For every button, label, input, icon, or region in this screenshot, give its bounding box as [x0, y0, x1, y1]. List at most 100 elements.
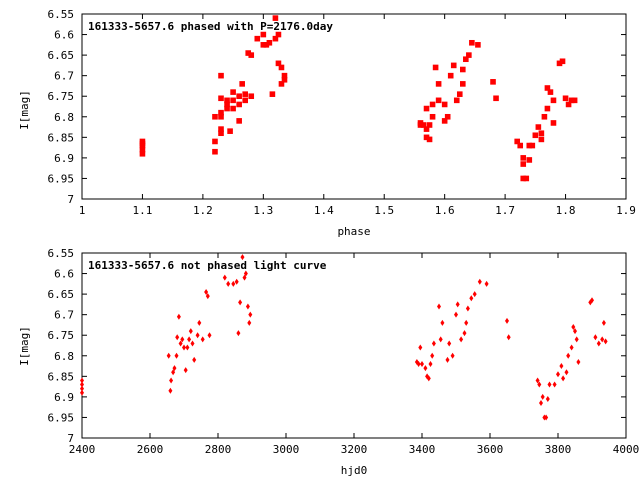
unphased-data-point [464, 319, 469, 326]
unphased-data-point [540, 393, 545, 400]
phased-data-point [230, 97, 236, 104]
phased-data-point [475, 42, 481, 48]
unphased-data-point [573, 328, 577, 335]
unphased-data-point [418, 344, 423, 351]
unphased-data-point [561, 375, 566, 382]
unphased-data-point [445, 356, 450, 363]
unphased-data-point [171, 369, 176, 376]
unphased-y-tick-label: 6.95 [48, 411, 75, 424]
phased-y-tick-label: 6.8 [54, 111, 74, 124]
unphased-data-point [547, 381, 552, 388]
phased-data-point [236, 93, 242, 100]
phased-data-point [469, 39, 475, 46]
phased-data-point [248, 93, 255, 100]
phased-data-point [429, 113, 436, 120]
unphased-data-point [484, 280, 489, 287]
unphased-data-point [438, 336, 443, 343]
phased-data-point [139, 146, 146, 153]
unphased-data-point [416, 361, 421, 367]
phased-data-point [248, 52, 255, 58]
phased-data-point [254, 35, 261, 42]
unphased-data-point [545, 395, 550, 402]
unphased-data-point [174, 352, 179, 359]
phased-light-curve-panel: 161333-5657.6 phased with P=2176.0day ph… [18, 8, 636, 238]
phased-data-point [242, 91, 248, 97]
phased-x-tick-label: 1.8 [556, 204, 576, 217]
phased-data-point [426, 136, 433, 143]
unphased-y-tick-label: 6.6 [54, 268, 74, 281]
unphased-data-point [168, 387, 173, 394]
unphased-x-tick-label: 3800 [545, 443, 572, 456]
unphased-data-point [169, 377, 174, 384]
phased-data-point [139, 140, 146, 147]
phased-data-point [239, 81, 245, 87]
unphased-data-point [544, 414, 549, 421]
phased-data-point [230, 105, 236, 112]
unphased-data-point [472, 291, 477, 298]
unphased-data-point [569, 344, 574, 351]
phased-data-point [538, 130, 545, 137]
unphased-data-point [600, 336, 605, 343]
phased-data-point [568, 97, 575, 104]
unphased-data-point [172, 365, 177, 372]
unphased-data-point [564, 369, 569, 376]
phased-data-point [227, 128, 233, 134]
phased-data-point [460, 81, 466, 87]
unphased-data-point [188, 328, 193, 335]
phased-data-point [532, 132, 539, 139]
phased-data-point [272, 35, 279, 42]
unphased-data-point [462, 330, 467, 337]
unphased-y-tick-label: 6.85 [48, 370, 75, 383]
unphased-data-point [204, 289, 209, 296]
unphased-y-tick-label: 6.8 [54, 350, 74, 363]
unphased-data-point [205, 293, 210, 300]
phased-data-point [460, 66, 466, 73]
phased-data-point [212, 138, 218, 145]
unphased-data-point [430, 352, 435, 359]
phased-data-point [550, 120, 557, 126]
phased-data-point [447, 72, 454, 79]
unphased-data-point [469, 295, 474, 302]
phased-y-tick-label: 6.75 [48, 90, 75, 103]
unphased-data-point [175, 334, 180, 341]
phased-x-tick-label: 1.6 [435, 204, 455, 217]
unphased-data-point [242, 274, 247, 281]
unphased-data-point [192, 356, 197, 363]
unphased-data-point [248, 311, 253, 318]
phased-x-axis-label: phase [337, 225, 370, 238]
unphased-data-point [601, 319, 606, 326]
unphased-x-tick-label: 3200 [341, 443, 368, 456]
phased-data-point [218, 130, 224, 137]
phased-y-tick-label: 6.95 [48, 172, 75, 185]
unphased-data-point [593, 334, 598, 341]
phased-data-point [556, 60, 563, 67]
phased-y-tick-label: 6.6 [54, 29, 74, 42]
unphased-data-point [182, 344, 186, 351]
unphased-data-point [440, 319, 445, 326]
unphased-data-point [226, 280, 231, 287]
unphased-data-point [200, 336, 205, 343]
phased-data-point [541, 113, 548, 120]
unphased-data-point [183, 367, 188, 374]
unphased-data-point [80, 385, 84, 392]
unphased-data-point [190, 340, 195, 347]
unphased-data-point [245, 303, 250, 310]
unphased-data-point [454, 311, 458, 318]
phased-data-point [224, 97, 230, 104]
phased-y-tick-label: 6.65 [48, 49, 75, 62]
phased-data-point [230, 89, 236, 95]
phased-data-point [281, 72, 288, 79]
phased-data-point [218, 113, 224, 120]
phased-data-point [529, 142, 536, 149]
unphased-data-point [428, 361, 433, 367]
unphased-data-point [240, 254, 245, 261]
unphased-x-tick-label: 2400 [69, 443, 96, 456]
phased-data-point [571, 97, 578, 104]
phased-data-point [420, 122, 427, 128]
phased-data-point [526, 157, 533, 163]
unphased-data-point [231, 280, 236, 287]
phased-data-point [278, 81, 285, 87]
unphased-y-tick-label: 6.9 [54, 391, 74, 404]
phased-data-point [526, 142, 533, 149]
phased-data-point [281, 76, 288, 83]
